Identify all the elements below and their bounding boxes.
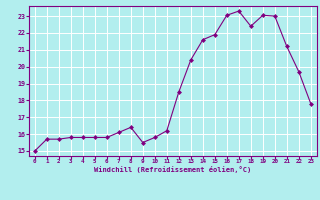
X-axis label: Windchill (Refroidissement éolien,°C): Windchill (Refroidissement éolien,°C) xyxy=(94,166,252,173)
